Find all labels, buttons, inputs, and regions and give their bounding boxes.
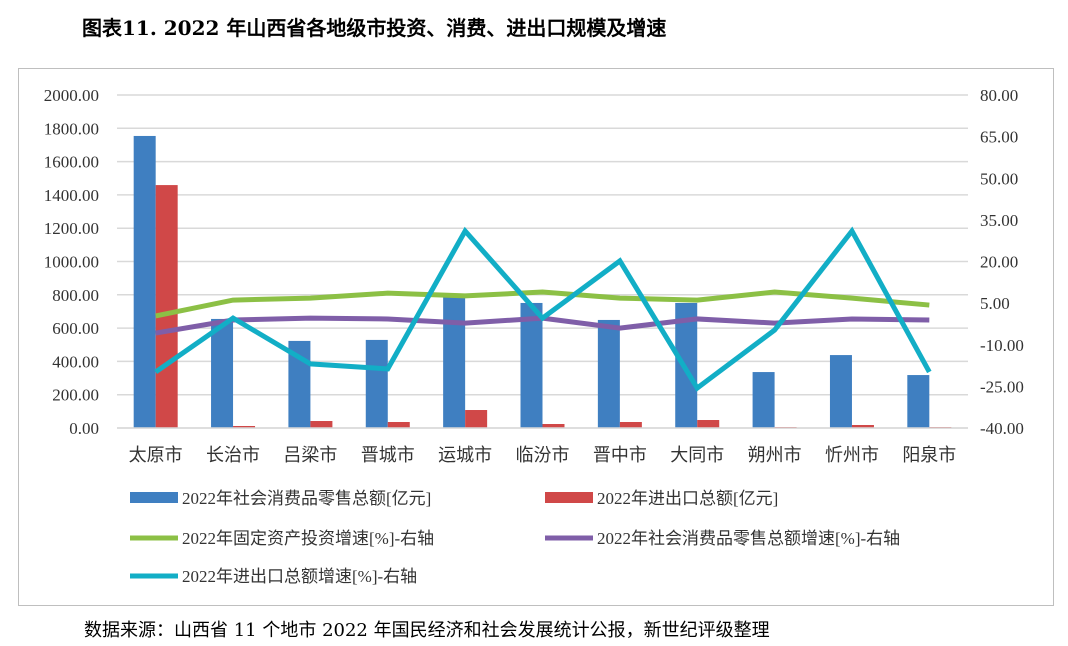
right-tick-label: 65.00 — [980, 128, 1018, 147]
legend-label: 2022年社会消费品零售总额增速[%]-右轴 — [597, 529, 900, 548]
left-tick-label: 2000.00 — [44, 86, 99, 105]
category-label: 朔州市 — [748, 445, 802, 465]
right-tick-label: 80.00 — [980, 86, 1018, 105]
left-tick-label: 800.00 — [52, 286, 99, 305]
bar-retail-sales — [752, 372, 775, 428]
right-tick-label: -25.00 — [980, 377, 1024, 396]
bar-import-export — [387, 422, 410, 428]
category-label: 晋城市 — [361, 445, 415, 465]
bar-import-export — [310, 421, 333, 428]
bar-retail-sales — [211, 318, 234, 428]
right-tick-label: -40.00 — [980, 419, 1024, 438]
category-label: 阳泉市 — [902, 445, 956, 465]
bar-retail-sales — [365, 339, 388, 428]
chart-title: 图表11. 2022 年山西省各地级市投资、消费、进出口规模及增速 — [82, 16, 667, 40]
bar-retail-sales — [597, 319, 620, 428]
left-tick-label: 0.00 — [69, 419, 99, 438]
category-label: 太原市 — [129, 445, 183, 465]
left-tick-label: 1400.00 — [44, 186, 99, 205]
legend-swatch — [130, 492, 178, 503]
category-label: 大同市 — [670, 445, 724, 465]
bar-retail-sales — [133, 135, 156, 429]
left-tick-label: 600.00 — [52, 319, 99, 338]
right-tick-label: 5.00 — [980, 294, 1010, 313]
category-label: 临汾市 — [516, 445, 570, 465]
bar-import-export — [619, 422, 642, 428]
bar-retail-sales — [829, 355, 852, 428]
legend-label: 2022年进出口总额[亿元] — [597, 489, 778, 508]
legend-swatch — [545, 492, 593, 503]
bar-retail-sales — [443, 295, 466, 428]
legend-label: 2022年固定资产投资增速[%]-右轴 — [182, 529, 434, 548]
bar-import-export — [155, 185, 178, 428]
right-tick-label: -10.00 — [980, 336, 1024, 355]
bar-import-export — [697, 420, 720, 428]
right-tick-label: 50.00 — [980, 169, 1018, 188]
legend-label: 2022年社会消费品零售总额[亿元] — [182, 489, 431, 508]
bar-import-export — [465, 410, 488, 428]
category-label: 运城市 — [438, 445, 492, 465]
left-tick-label: 400.00 — [52, 352, 99, 371]
left-tick-label: 1600.00 — [44, 153, 99, 172]
bar-import-export — [542, 424, 565, 428]
category-label: 长治市 — [206, 445, 260, 465]
bar-import-export — [851, 425, 874, 428]
source-note: 数据来源：山西省 11 个地市 2022 年国民经济和社会发展统计公报，新世纪评… — [84, 620, 770, 641]
bar-retail-sales — [907, 375, 930, 428]
legend-label: 2022年进出口总额增速[%]-右轴 — [182, 567, 417, 586]
bar-retail-sales — [520, 302, 543, 428]
category-label: 吕梁市 — [283, 445, 337, 465]
left-tick-label: 1800.00 — [44, 119, 99, 138]
left-tick-label: 200.00 — [52, 386, 99, 405]
left-tick-label: 1000.00 — [44, 253, 99, 272]
chart-frame — [18, 68, 1054, 606]
right-tick-label: 35.00 — [980, 211, 1018, 230]
category-label: 忻州市 — [825, 445, 879, 465]
category-label: 晋中市 — [593, 445, 647, 465]
left-tick-label: 1200.00 — [44, 219, 99, 238]
right-tick-label: 20.00 — [980, 253, 1018, 272]
bar-import-export — [233, 426, 256, 428]
